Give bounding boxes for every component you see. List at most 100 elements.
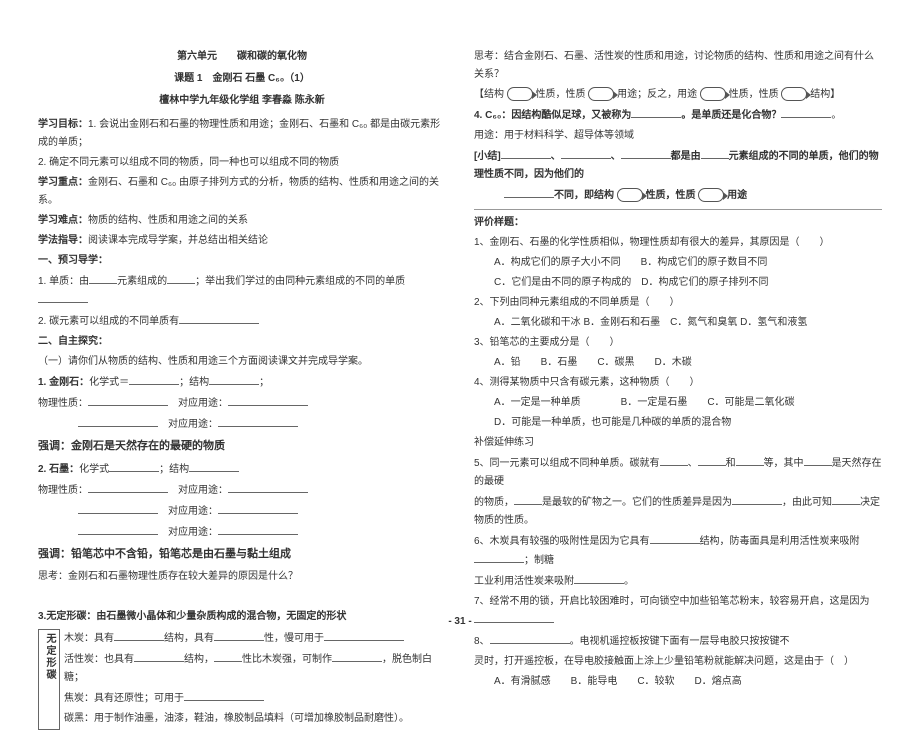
t: 。 <box>624 576 634 587</box>
preview-title: 一、预习导学： <box>38 252 446 270</box>
blank <box>660 454 688 466</box>
divider <box>474 209 882 210</box>
t: 性比木炭强，可制作 <box>242 654 332 665</box>
c60-line: 4. C₆₀：因结构酷似足球，又被称为。是单质还是化合物？。 <box>474 106 882 125</box>
phys1b: 对应用途： <box>38 415 446 434</box>
phys-l3: 物理性质： <box>38 485 88 496</box>
t: 、 <box>611 151 621 162</box>
blank <box>228 481 308 493</box>
t: [小结] <box>474 151 501 162</box>
amorph-content: 木炭：具有结构，具有性，慢可用于 活性炭：也具有结构，性比木炭强，可制作，脱色制… <box>64 629 446 730</box>
q1: 1. 单质：由元素组成的；举出我们学过的由同种元素组成的不同的单质 <box>38 272 446 310</box>
arrow-icon <box>698 188 724 202</box>
blank <box>701 147 729 159</box>
t: ；制糖 <box>524 555 554 566</box>
eval-title: 评价样题： <box>474 214 882 232</box>
left-column: 第六单元 碳和碳的氧化物 课题 1 金刚石 石墨 C₆₀（1） 檀林中学九年级化… <box>38 48 446 730</box>
t: C．它们是由不同的原子构成的 D．构成它们的原子排列不同 <box>494 277 768 288</box>
x6: 6、木炭具有较强的吸附性是因为它具有 结构，防毒面具是利用活性炭来吸附 ；制糖 <box>474 532 882 570</box>
amorph-sidebar: 无定形碳 木炭：具有结构，具有性，慢可用于 活性炭：也具有结构，性比木炭强，可制… <box>38 629 446 730</box>
e4a: A．一定是一种单质 B．一定是石墨 C．可能是二氧化碳 <box>474 394 882 412</box>
page-number: - 31 - <box>448 613 471 631</box>
summary: [小结]、、都是由元素组成的不同的单质，他们的物理性质不同，因为他们的 <box>474 147 882 184</box>
blank <box>781 106 831 118</box>
blank <box>78 523 158 535</box>
emphasis-2: 强调：铅笔芯中不含铅，铅笔芯是由石墨与黏土组成 <box>38 545 446 565</box>
blank <box>804 454 832 466</box>
x8c: 灵时，打开遥控板，在导电胶接触面上涂上少量铅笔粉就能解决问题，这是由于（ ） <box>474 653 882 671</box>
diff-line: 学习难点：物质的结构、性质和用途之间的关系 <box>38 212 446 230</box>
e2: 2、下列由同种元素组成的不同单质是（ ） <box>474 294 882 312</box>
t: 7、经常不用的锁，开启比较困难时，可向锁空中加些铅笔芯粉末，较容易开启，这是因为 <box>474 596 870 607</box>
formula2: 化学式 <box>79 464 109 475</box>
t: 性质，性质 <box>729 89 779 100</box>
app-l2: 对应用途： <box>168 419 218 430</box>
x7: 7、经常不用的锁，开启比较困难时，可向锁空中加些铅笔芯粉末，较容易开启，这是因为 <box>474 593 882 630</box>
carbon-black: 碳黑：用于制作油墨，油漆，鞋油，橡胶制品填料（可增加橡胶制品耐磨性）。 <box>64 710 446 728</box>
exp1: （一）请你们从物质的结构、性质和用途三个方面阅读课文并完成导学案。 <box>38 353 446 371</box>
think2: 思考：结合金刚石、石墨、活性炭的性质和用途，讨论物质的结构、性质和用途之间有什么… <box>474 48 882 84</box>
app-l4: 对应用途： <box>168 506 218 517</box>
t: 用途；反之，用途 <box>617 89 697 100</box>
q1a: 1. 单质：由 <box>38 276 89 287</box>
blank <box>736 454 764 466</box>
struct2: ；结构 <box>159 464 189 475</box>
phys2b: 对应用途： <box>38 502 446 521</box>
blank <box>324 629 404 641</box>
diff-text: 物质的结构、性质和用途之间的关系 <box>88 215 248 226</box>
relation: 【结构 性质，性质 用途；反之，用途 性质，性质 结构】 <box>474 86 882 104</box>
t: 等，其中 <box>764 458 804 469</box>
goal2: 2. 确定不同元素可以组成不同的物质，同一种也可以组成不同的物质 <box>38 154 446 172</box>
guide-text: 阅读课本完成导学案，并总结出相关结论 <box>88 235 268 246</box>
goal1: 1. 会说出金刚石和石墨的物理性质和用途；金刚石、石墨和 C₆₀ 都是由碳元素形… <box>38 119 440 148</box>
app-l: 对应用途： <box>178 398 228 409</box>
t: 不同，即结构 <box>554 190 614 201</box>
t: 。电视机遥控板按键下面有一层导电胶只按按键不 <box>570 636 790 647</box>
blank <box>189 460 239 472</box>
phys2: 物理性质： 对应用途： <box>38 481 446 500</box>
x5: 5、同一元素可以组成不同种单质。碳就有、和等，其中是天然存在的最硬 <box>474 454 882 491</box>
blank <box>88 394 168 406</box>
blank <box>184 689 264 701</box>
blank <box>514 493 542 505</box>
e1a: A．构成它们的原子大小不同 B．构成它们的原子数目不同 <box>474 254 882 272</box>
t: A．有滑腻感 B．能导电 C．较软 D．熔点高 <box>494 676 742 687</box>
t: 结构，防毒面具是利用活性炭来吸附 <box>700 536 860 547</box>
t: 焦炭：具有还原性；可用于 <box>64 693 184 704</box>
blank <box>129 373 179 385</box>
t: 【结构 <box>474 89 504 100</box>
app-l5: 对应用途： <box>168 527 218 538</box>
t: 的物质， <box>474 497 514 508</box>
t: A．一定是一种单质 B．一定是石墨 C．可能是二氧化碳 <box>494 397 795 408</box>
arrow-icon <box>781 87 807 101</box>
e4b: D．可能是一种单质，也可能是几种碳的单质的混合物 <box>474 414 882 432</box>
blank <box>179 312 259 324</box>
formula: 化学式＝ <box>89 377 129 388</box>
blank <box>218 523 298 535</box>
diff-label: 学习难点： <box>38 215 88 226</box>
t: 6、木炭具有较强的吸附性是因为它具有 <box>474 536 650 547</box>
t: ，由此可知 <box>782 497 832 508</box>
blank <box>732 493 782 505</box>
explore-title: 二、自主探究： <box>38 333 446 351</box>
blank <box>561 147 611 159</box>
diamond-label: 1. 金刚石： <box>38 377 89 388</box>
t: 性，慢可用于 <box>264 633 324 644</box>
blank <box>698 454 726 466</box>
ext-title: 补偿延伸练习 <box>474 434 882 452</box>
diamond-line: 1. 金刚石：化学式＝；结构； <box>38 373 446 392</box>
blank <box>134 650 184 662</box>
t: 5、同一元素可以组成不同种单质。碳就有 <box>474 458 660 469</box>
graphite-label: 2. 石墨： <box>38 464 79 475</box>
t: 都是由 <box>671 151 701 162</box>
blank <box>621 147 671 159</box>
e1: 1、金刚石、石墨的化学性质相似，物理性质却有很大的差异，其原因是（ ） <box>474 234 882 252</box>
e4: 4、测得某物质中只含有碳元素，这种物质（ ） <box>474 374 882 392</box>
lesson-title: 课题 1 金刚石 石墨 C₆₀（1） <box>38 70 446 88</box>
blank <box>574 572 624 584</box>
blank <box>38 291 88 303</box>
t: 用途 <box>727 190 747 201</box>
blank <box>650 532 700 544</box>
e2a: A．二氧化碳和干冰 B．金刚石和石墨 C．氮气和臭氧 D．氢气和液氢 <box>474 314 882 332</box>
q2t: 2. 碳元素可以组成的不同单质有 <box>38 316 179 327</box>
